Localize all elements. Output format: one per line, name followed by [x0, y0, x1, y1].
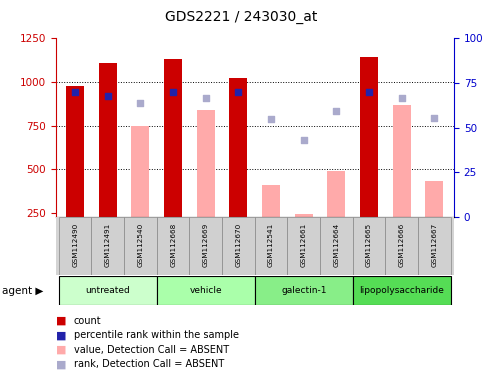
Bar — [124, 217, 157, 275]
Bar — [222, 217, 255, 275]
Bar — [131, 126, 149, 217]
Bar — [164, 59, 182, 217]
Text: GSM112670: GSM112670 — [235, 222, 242, 267]
Bar — [426, 181, 443, 217]
Bar — [418, 217, 451, 275]
Bar — [197, 110, 215, 217]
Bar — [59, 217, 91, 275]
Bar — [353, 217, 385, 275]
Text: GSM112540: GSM112540 — [138, 222, 143, 267]
Text: GSM112661: GSM112661 — [301, 222, 307, 267]
Text: vehicle: vehicle — [189, 286, 222, 295]
Bar — [295, 214, 313, 217]
Point — [169, 89, 177, 96]
Text: untreated: untreated — [85, 286, 130, 295]
Text: percentile rank within the sample: percentile rank within the sample — [74, 330, 239, 340]
Text: value, Detection Call = ABSENT: value, Detection Call = ABSENT — [74, 345, 229, 355]
Point — [202, 94, 210, 101]
Bar — [189, 217, 222, 275]
Bar — [157, 276, 255, 305]
Text: GSM112541: GSM112541 — [268, 222, 274, 267]
Text: ■: ■ — [56, 330, 66, 340]
Bar — [327, 171, 345, 217]
Text: galectin-1: galectin-1 — [281, 286, 327, 295]
Bar — [353, 276, 451, 305]
Text: rank, Detection Call = ABSENT: rank, Detection Call = ABSENT — [74, 359, 224, 369]
Bar — [255, 276, 353, 305]
Text: GSM112490: GSM112490 — [72, 222, 78, 267]
Bar — [320, 217, 353, 275]
Point — [430, 114, 438, 121]
Bar — [59, 276, 157, 305]
Point — [235, 89, 242, 96]
Bar — [262, 185, 280, 217]
Point — [300, 137, 308, 143]
Text: lipopolysaccharide: lipopolysaccharide — [359, 286, 444, 295]
Text: GSM112666: GSM112666 — [399, 222, 405, 267]
Point — [398, 94, 406, 101]
Bar — [66, 86, 84, 217]
Bar — [393, 104, 411, 217]
Point — [333, 108, 341, 114]
Bar — [229, 78, 247, 217]
Text: GDS2221 / 243030_at: GDS2221 / 243030_at — [165, 10, 318, 23]
Text: GSM112664: GSM112664 — [333, 222, 340, 267]
Bar — [385, 217, 418, 275]
Bar — [99, 63, 117, 217]
Text: count: count — [74, 316, 101, 326]
Point — [137, 100, 144, 106]
Text: GSM112665: GSM112665 — [366, 222, 372, 267]
Text: GSM112668: GSM112668 — [170, 222, 176, 267]
Text: GSM112667: GSM112667 — [431, 222, 438, 267]
Bar — [157, 217, 189, 275]
Bar — [91, 217, 124, 275]
Point — [104, 93, 112, 99]
Bar — [287, 217, 320, 275]
Bar — [360, 57, 378, 217]
Point — [365, 89, 373, 96]
Text: ■: ■ — [56, 345, 66, 355]
Text: ■: ■ — [56, 359, 66, 369]
Bar — [255, 217, 287, 275]
Point — [71, 89, 79, 96]
Text: GSM112491: GSM112491 — [105, 222, 111, 267]
Text: ■: ■ — [56, 316, 66, 326]
Text: agent ▶: agent ▶ — [2, 286, 44, 296]
Text: GSM112669: GSM112669 — [203, 222, 209, 267]
Point — [267, 116, 275, 122]
